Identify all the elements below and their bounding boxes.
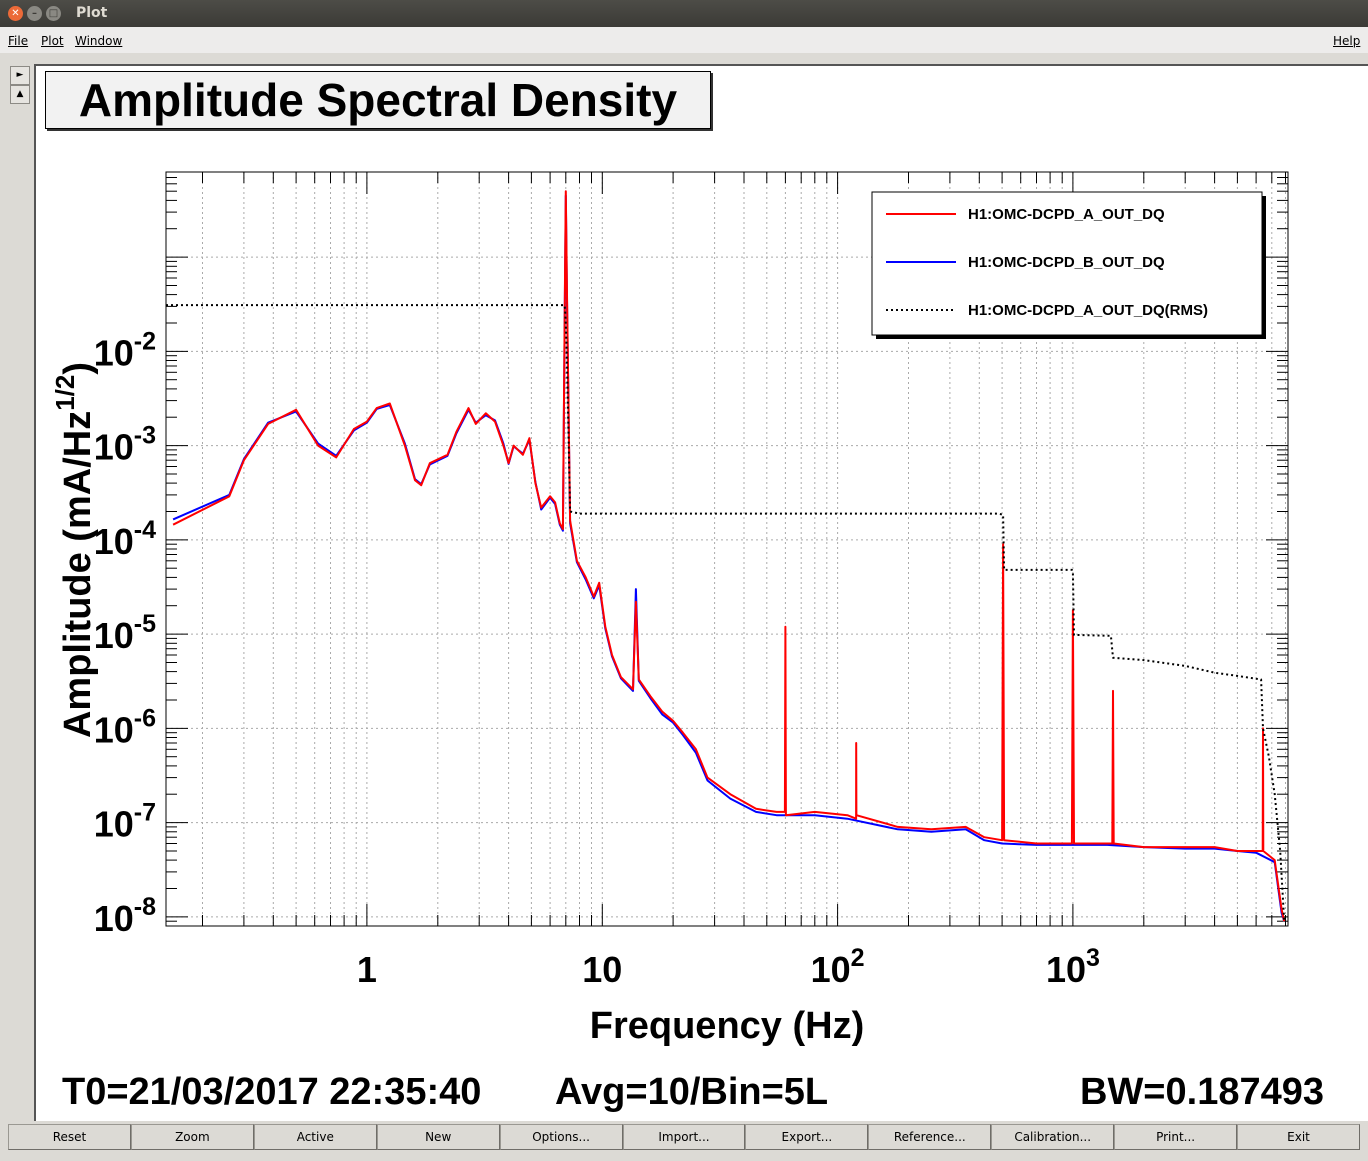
series-lines	[166, 190, 1286, 922]
window-minimize-icon[interactable]: –	[27, 6, 42, 21]
print-button[interactable]: Print...	[1114, 1124, 1238, 1150]
y-tick-label: 10-5	[94, 610, 156, 656]
calibration-button[interactable]: Calibration...	[991, 1124, 1115, 1150]
menu-file[interactable]: File	[8, 34, 29, 48]
y-tick-label: 10-6	[94, 704, 156, 750]
menu-help[interactable]: Help	[1333, 34, 1361, 48]
footer-avg: Avg=10/Bin=5L	[555, 1071, 829, 1113]
active-button[interactable]: Active	[253, 1124, 377, 1150]
footer-bw: BW=0.187493	[1080, 1071, 1324, 1113]
reference-button[interactable]: Reference...	[868, 1124, 992, 1150]
collapse-up-icon[interactable]: ▲	[10, 85, 30, 104]
y-tick-label: 10-3	[94, 422, 156, 468]
x-tick-label: 103	[1046, 944, 1100, 990]
legend-label-a: H1:OMC-DCPD_A_OUT_DQ	[968, 206, 1165, 223]
menu-bar: File Plot Window Help	[0, 27, 1368, 53]
export-button[interactable]: Export...	[745, 1124, 869, 1150]
window-maximize-icon[interactable]: □	[46, 6, 61, 21]
window-close-icon[interactable]: ✕	[8, 6, 23, 21]
menu-plot[interactable]: Plot	[41, 34, 64, 48]
plot-frame	[165, 171, 1289, 927]
x-tick-label: 102	[811, 944, 865, 990]
menu-window[interactable]: Window	[75, 34, 123, 48]
footer-t0: T0=21/03/2017 22:35:40	[62, 1071, 482, 1113]
legend-label-b: H1:OMC-DCPD_B_OUT_DQ	[968, 254, 1165, 271]
y-tick-label: 10-7	[94, 799, 156, 845]
options-button[interactable]: Options...	[499, 1124, 623, 1150]
legend-label-rms: H1:OMC-DCPD_A_OUT_DQ(RMS)	[968, 302, 1208, 319]
axis-ticks	[166, 171, 1288, 927]
import-button[interactable]: Import...	[622, 1124, 746, 1150]
y-tick-label: 10-2	[94, 327, 156, 373]
plot-title: Amplitude Spectral Density	[45, 71, 711, 129]
x-tick-label: 10	[582, 949, 622, 990]
x-tick-label: 1	[357, 949, 377, 990]
series-line-2	[166, 304, 1286, 922]
tick-labels: 1 10 102 103 10-8 10-7 10-6 10-5 10-4 10-3 10-2	[94, 327, 1100, 990]
reset-button[interactable]: Reset	[8, 1124, 131, 1150]
new-button[interactable]: New	[376, 1124, 500, 1150]
y-tick-label: 10-4	[94, 516, 156, 562]
expand-right-icon[interactable]: ►	[10, 66, 30, 85]
exit-button[interactable]: Exit	[1237, 1124, 1360, 1150]
series-line-0	[172, 190, 1286, 922]
window-titlebar: ✕ – □ Plot	[0, 0, 1368, 27]
legend: H1:OMC-DCPD_A_OUT_DQ H1:OMC-DCPD_B_OUT_D…	[871, 191, 1266, 339]
y-axis-label: Amplitude (mA/Hz1/2)	[50, 362, 99, 738]
x-axis-label: Frequency (Hz)	[590, 1005, 864, 1047]
y-tick-label: 10-8	[94, 893, 156, 939]
window-title: Plot	[76, 5, 108, 21]
zoom-button[interactable]: Zoom	[130, 1124, 254, 1150]
button-bar: Reset Zoom Active New Options... Import.…	[8, 1124, 1360, 1150]
